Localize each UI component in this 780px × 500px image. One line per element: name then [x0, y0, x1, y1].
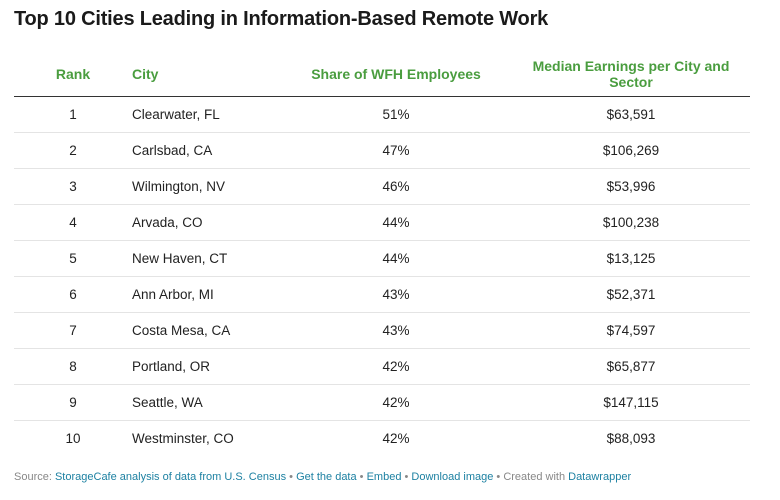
cell-rank: 4 [14, 204, 132, 241]
table-row: 4 Arvada, CO 44% $100,238 [14, 204, 750, 241]
table-row: 5 New Haven, CT 44% $13,125 [14, 240, 750, 277]
cell-earnings: $63,591 [512, 96, 750, 133]
footer-separator: • [286, 471, 297, 483]
footer-separator: • [401, 471, 412, 483]
chart-title: Top 10 Cities Leading in Information-Bas… [14, 8, 549, 30]
table-row: 7 Costa Mesa, CA 43% $74,597 [14, 312, 750, 349]
cell-rank: 3 [14, 168, 132, 205]
cell-city: Westminster, CO [132, 431, 234, 447]
cell-rank: 1 [14, 96, 132, 133]
cell-share: 47% [280, 132, 512, 169]
table-row: 10 Westminster, CO 42% $88,093 [14, 421, 750, 457]
table-row: 6 Ann Arbor, MI 43% $52,371 [14, 276, 750, 313]
cell-earnings: $52,371 [512, 276, 750, 313]
cell-city: Clearwater, FL [132, 96, 280, 133]
cell-share: 42% [382, 431, 410, 447]
cell-share: 44% [280, 204, 512, 241]
column-header-city[interactable]: City [132, 58, 280, 97]
table-row: 2 Carlsbad, CA 47% $106,269 [14, 132, 750, 169]
table-row: 8 Portland, OR 42% $65,877 [14, 348, 750, 385]
cell-city: Wilmington, NV [132, 168, 280, 205]
table-row: 1 Clearwater, FL 51% $63,591 [14, 96, 750, 133]
chart-footer: Source: StorageCafe analysis of data fro… [14, 471, 631, 483]
cell-rank: 10 [65, 431, 81, 447]
cell-city: Seattle, WA [132, 384, 280, 421]
cell-city: Ann Arbor, MI [132, 276, 280, 313]
source-prefix: Source: [14, 471, 55, 483]
cell-share: 43% [280, 312, 512, 349]
cell-rank: 7 [14, 312, 132, 349]
cell-share: 43% [280, 276, 512, 313]
footer-separator: • [356, 471, 367, 483]
cell-earnings: $74,597 [512, 312, 750, 349]
cell-share: 46% [280, 168, 512, 205]
cell-rank: 9 [14, 384, 132, 421]
cell-city: New Haven, CT [132, 240, 280, 277]
cell-city: Arvada, CO [132, 204, 280, 241]
cell-earnings: $65,877 [512, 348, 750, 385]
cell-share: 42% [280, 384, 512, 421]
table-row: 3 Wilmington, NV 46% $53,996 [14, 168, 750, 205]
cell-share: 51% [280, 96, 512, 133]
footer-separator: • [493, 471, 504, 483]
cell-share: 42% [280, 348, 512, 385]
table-row: 9 Seattle, WA 42% $147,115 [14, 384, 750, 421]
column-header-earnings[interactable]: Median Earnings per City and Sector [512, 58, 750, 97]
cell-earnings: $100,238 [512, 204, 750, 241]
cell-city: Portland, OR [132, 348, 280, 385]
cell-city: Carlsbad, CA [132, 132, 280, 169]
cell-share: 44% [280, 240, 512, 277]
source-link[interactable]: StorageCafe analysis of data from U.S. C… [54, 471, 287, 483]
cell-rank: 6 [14, 276, 132, 313]
download-image-link[interactable]: Download image [411, 471, 494, 483]
embed-link[interactable]: Embed [366, 471, 402, 483]
cell-rank: 8 [14, 348, 132, 385]
column-header-share[interactable]: Share of WFH Employees [280, 58, 512, 97]
column-header-rank[interactable]: Rank [14, 58, 132, 97]
cell-earnings: $53,996 [512, 168, 750, 205]
data-table: Rank City Share of WFH Employees Median … [14, 58, 750, 457]
datawrapper-link[interactable]: Datawrapper [568, 471, 632, 483]
cell-earnings: $147,115 [512, 384, 750, 421]
created-with-text: Created with [503, 471, 569, 483]
table-body: 1 Clearwater, FL 51% $63,591 2 Carlsbad, CA 47… [14, 96, 750, 457]
cell-earnings: $106,269 [512, 132, 750, 169]
cell-rank: 2 [14, 132, 132, 169]
cell-earnings: $88,093 [606, 431, 656, 447]
cell-rank: 5 [14, 240, 132, 277]
cell-earnings: $13,125 [512, 240, 750, 277]
cell-city: Costa Mesa, CA [132, 312, 280, 349]
get-data-link[interactable]: Get the data [296, 471, 357, 483]
table-header-row: Rank City Share of WFH Employees Median … [14, 58, 750, 97]
